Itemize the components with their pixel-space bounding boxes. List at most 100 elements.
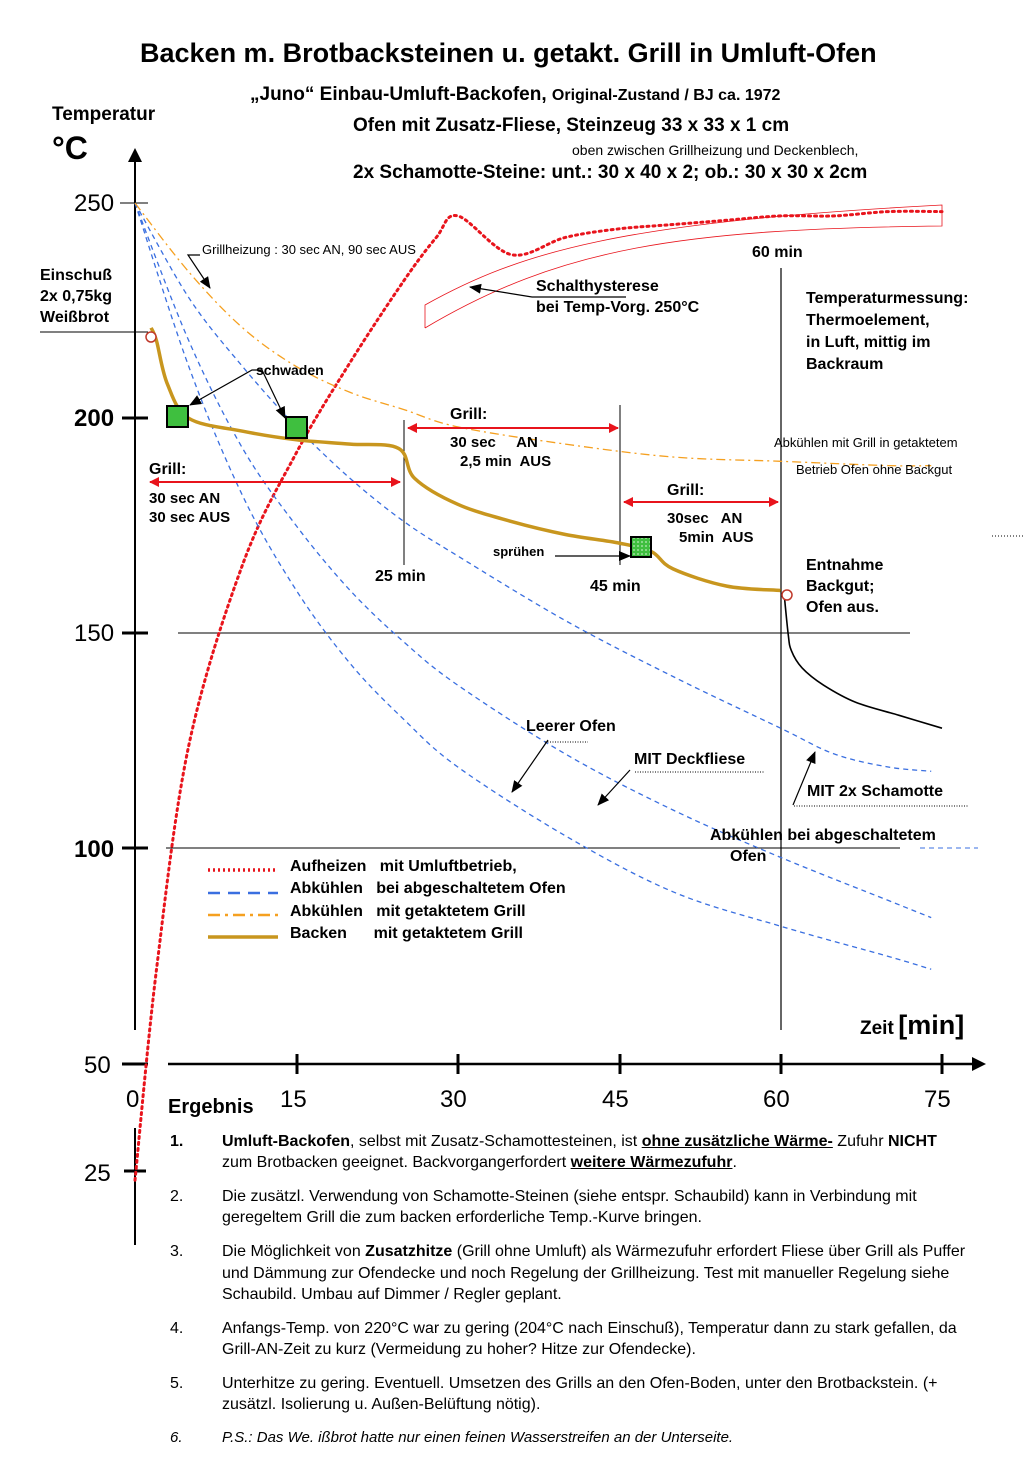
x-axis-label: Zeit [min] <box>860 1010 964 1041</box>
spruehen-marker <box>630 536 652 558</box>
abkuehlen-aus-line-2: Ofen <box>730 847 767 865</box>
result-item: 4. Anfangs-Temp. von 220°C war zu gering … <box>168 1318 968 1360</box>
result-text: Die zusätzl. Verwendung von Schamotte-St… <box>222 1188 917 1227</box>
result-item: 3. Die Möglichkeit von Zusatzhitze (Grill… <box>168 1241 968 1304</box>
grill-3-off: 5min AUS <box>679 528 754 546</box>
messung-line-2: Thermoelement, <box>806 312 930 330</box>
entnahme-line-3: Ofen aus. <box>806 598 879 616</box>
y-axis <box>128 148 142 1245</box>
grill-2-off: 2,5 min AUS <box>460 452 552 470</box>
legend: Aufheizen mit Umluftbetrieb, Abkühlen be… <box>290 856 566 946</box>
x-tick-45: 45 <box>602 1086 629 1113</box>
annotation-pointers <box>186 254 816 806</box>
x-tick-30: 30 <box>440 1086 467 1113</box>
y-axis-label: Temperatur <box>52 104 156 125</box>
abkuehlen-aus-label: Abkühlen bei abgeschaltetem Ofen <box>710 826 936 868</box>
results-list: 1. Umluft-Backofen, selbst mit Zusatz-Sch… <box>168 1131 968 1448</box>
series-line-abkuehlen-leer <box>134 202 932 970</box>
results-heading: Ergebnis <box>168 1096 254 1118</box>
x-axis-unit: [min] <box>898 1010 965 1040</box>
sixty-min-label: 60 min <box>752 244 803 261</box>
result-text: weitere Wärmezufuhr <box>570 1154 733 1172</box>
leerer-ofen-label: Leerer Ofen <box>526 718 616 735</box>
messung-line-1: Temperaturmessung: <box>806 290 969 307</box>
chart-title: Backen m. Brotbacksteinen u. getakt. Gri… <box>140 38 877 68</box>
result-number: 4. <box>170 1319 184 1337</box>
annotation-underlines <box>545 741 968 807</box>
schalthysterese-line-2: bei Temp-Vorg. 250°C <box>536 298 700 316</box>
messung-line-3: in Luft, mittig im <box>806 334 931 352</box>
setup-line-2: oben zwischen Grillheizung und Deckenble… <box>572 142 859 158</box>
y-ticks <box>120 202 148 1173</box>
einschuss-line-3: Weißbrot <box>40 308 110 326</box>
legend-entry-backen: Backen mit getaktetem Grill <box>290 925 523 943</box>
deckfliese-label: MIT Deckfliese <box>634 751 746 768</box>
entnahme-point <box>781 589 793 601</box>
grill-1-on: 30 sec AN <box>149 490 221 507</box>
x-tick-15: 15 <box>280 1086 307 1113</box>
x-tick-60: 60 <box>763 1086 790 1113</box>
result-text: zum Brotbacken geeignet. Backvorgangerfo… <box>222 1154 571 1172</box>
entnahme-line-1: Entnahme <box>806 557 884 574</box>
einschuss-line-1: Einschuß <box>40 267 113 284</box>
subtitle-small: Original-Zustand / BJ ca. 1972 <box>551 87 781 104</box>
setup-line-3: 2x Schamotte-Steine: unt.: 30 x 40 x 2; … <box>353 162 868 183</box>
x-axis-word: Zeit <box>860 1018 894 1039</box>
result-text: , selbst mit Zusatz-Schamottesteinen, is… <box>350 1133 642 1150</box>
result-text: ohne zusätzliche Wärme- <box>641 1133 833 1150</box>
entnahme-label: Entnahme Backgut; Ofen aus. <box>806 556 883 618</box>
result-text: (Grill ohne Umluft) als Wärmezufuhr erfo… <box>222 1243 966 1303</box>
y-tick-200: 200 <box>74 405 115 432</box>
schwaden-marker-1 <box>166 405 189 428</box>
t45-label: 45 min <box>590 578 641 595</box>
result-text: Die Möglichkeit von <box>222 1243 366 1261</box>
result-text: Anfangs-Temp. von 220°C war zu gering (2… <box>222 1319 957 1358</box>
abkuehlen-grill-line-2: Betrieb Ofen ohne Backgut <box>796 461 953 477</box>
x-tick-75: 75 <box>924 1086 951 1113</box>
x-axis <box>168 1054 986 1074</box>
result-text: Umluft-Backofen <box>222 1133 351 1150</box>
result-item: 1. Umluft-Backofen, selbst mit Zusatz-Sch… <box>168 1131 968 1173</box>
grill-label-3: Grill: 30sec AN 5min AUS <box>667 481 753 548</box>
legend-lines <box>208 868 278 939</box>
legend-entry-abkuehlen-aus: Abkühlen bei abgeschaltetem Ofen <box>290 880 566 898</box>
result-text: P.S.: Das We. ißbrot hatte nur einen fei… <box>222 1429 734 1447</box>
setup-line-1: Ofen mit Zusatz-Fliese, Steinzeug 33 x 3… <box>353 115 790 136</box>
hysteresis-outline <box>424 204 943 329</box>
schamotte-label: MIT 2x Schamotte <box>807 783 944 800</box>
series-line-abkuehlen-schamotte <box>134 202 932 772</box>
result-number: 5. <box>170 1374 184 1392</box>
result-item: 6. P.S.: Das We. ißbrot hatte nur einen f… <box>168 1428 968 1448</box>
messung-label: Temperaturmessung: Thermoelement, in Luf… <box>806 288 968 376</box>
schalthysterese-label: Schalthysterese bei Temp-Vorg. 250°C <box>536 277 699 319</box>
einschuss-line-2: 2x 0,75kg <box>40 287 113 305</box>
result-text: Unterhitze zu gering. Eventuell. Umsetze… <box>222 1374 938 1414</box>
y-tick-50: 50 <box>84 1052 111 1079</box>
grill-1-off: 30 sec AUS <box>149 508 231 526</box>
series-line-aufheizen <box>133 209 944 1182</box>
abkuehlen-aus-line-1: Abkühlen bei abgeschaltetem <box>710 827 936 844</box>
grill-label-2: Grill: 30 sec AN 2,5 min AUS <box>450 405 551 472</box>
legend-entry-aufheizen: Aufheizen mit Umluftbetrieb, <box>290 858 517 875</box>
einschuss-label: Einschuß 2x 0,75kg Weißbrot <box>40 266 112 328</box>
result-text: Zusatzhitze <box>365 1243 453 1261</box>
schalthysterese-line-1: Schalthysterese <box>536 278 659 295</box>
series-line-abkuehlen-nach-entnahme <box>783 590 943 729</box>
y-axis-unit: °C <box>52 130 88 166</box>
result-text: Zufuhr <box>832 1133 888 1150</box>
schwaden-label: schwaden <box>256 362 324 378</box>
grill-2-title: Grill: <box>450 406 488 423</box>
t25-label: 25 min <box>375 568 426 585</box>
abkuehlen-grill-line-1: Abkühlen mit Grill in getaktetem <box>774 435 958 450</box>
subtitle-main: „Juno“ Einbau-Umluft-Backofen, <box>250 84 547 105</box>
spruehen-label: sprühen <box>493 544 545 559</box>
grillheizung-label: Grillheizung : 30 sec AN, 90 sec AUS <box>202 242 416 257</box>
result-number: 3. <box>170 1243 184 1261</box>
messung-line-4: Backraum <box>806 356 884 374</box>
series-line-abkuehlen-deckfliese <box>134 202 932 919</box>
grill-1-title: Grill: <box>149 461 187 478</box>
grill-3-on: 30sec AN <box>667 510 743 527</box>
grill-2-on: 30 sec AN <box>450 434 538 451</box>
grill-3-title: Grill: <box>667 482 705 499</box>
